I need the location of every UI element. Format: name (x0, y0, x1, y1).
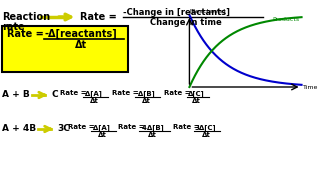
Text: Reaction: Reaction (2, 12, 50, 22)
Text: Rate =: Rate = (112, 90, 139, 96)
Text: Δt: Δt (148, 132, 157, 138)
Text: Δ[C]: Δ[C] (188, 90, 204, 97)
Text: 3C: 3C (57, 124, 70, 133)
Text: A + B: A + B (2, 90, 30, 99)
Text: Δt: Δt (142, 98, 151, 104)
Text: Δt: Δt (90, 98, 99, 104)
Text: Rate =: Rate = (60, 90, 86, 96)
Text: rate: rate (2, 22, 25, 32)
Text: -Δ[B]: -Δ[B] (135, 90, 155, 97)
Text: 3Δ[C]: 3Δ[C] (194, 124, 216, 131)
Text: Rate =: Rate = (7, 29, 44, 39)
Text: Products: Products (273, 17, 300, 22)
Text: -Change in [reactants]: -Change in [reactants] (123, 8, 230, 17)
Text: Δt: Δt (98, 132, 107, 138)
Text: C: C (51, 90, 58, 99)
Text: Change in time: Change in time (150, 18, 221, 27)
Text: Rate =: Rate = (118, 124, 145, 130)
Text: Rate =: Rate = (80, 12, 117, 22)
Text: [Reactants]: [Reactants] (189, 8, 226, 13)
Text: A + 4B: A + 4B (2, 124, 36, 133)
Text: Time: Time (303, 84, 319, 89)
Bar (2, 26, 128, 72)
Text: Rate =: Rate = (164, 90, 191, 96)
Text: Δt: Δt (202, 132, 211, 138)
Text: -Δ[A]: -Δ[A] (83, 90, 103, 97)
Text: -Δ[A]: -Δ[A] (91, 124, 111, 131)
Text: Rate =: Rate = (68, 124, 94, 130)
Text: -4Δ[B]: -4Δ[B] (139, 124, 164, 131)
Text: Rate =: Rate = (173, 124, 200, 130)
Text: -Δ[reactants]: -Δ[reactants] (44, 29, 117, 39)
Text: Δt: Δt (192, 98, 201, 104)
Text: Δt: Δt (76, 40, 87, 50)
